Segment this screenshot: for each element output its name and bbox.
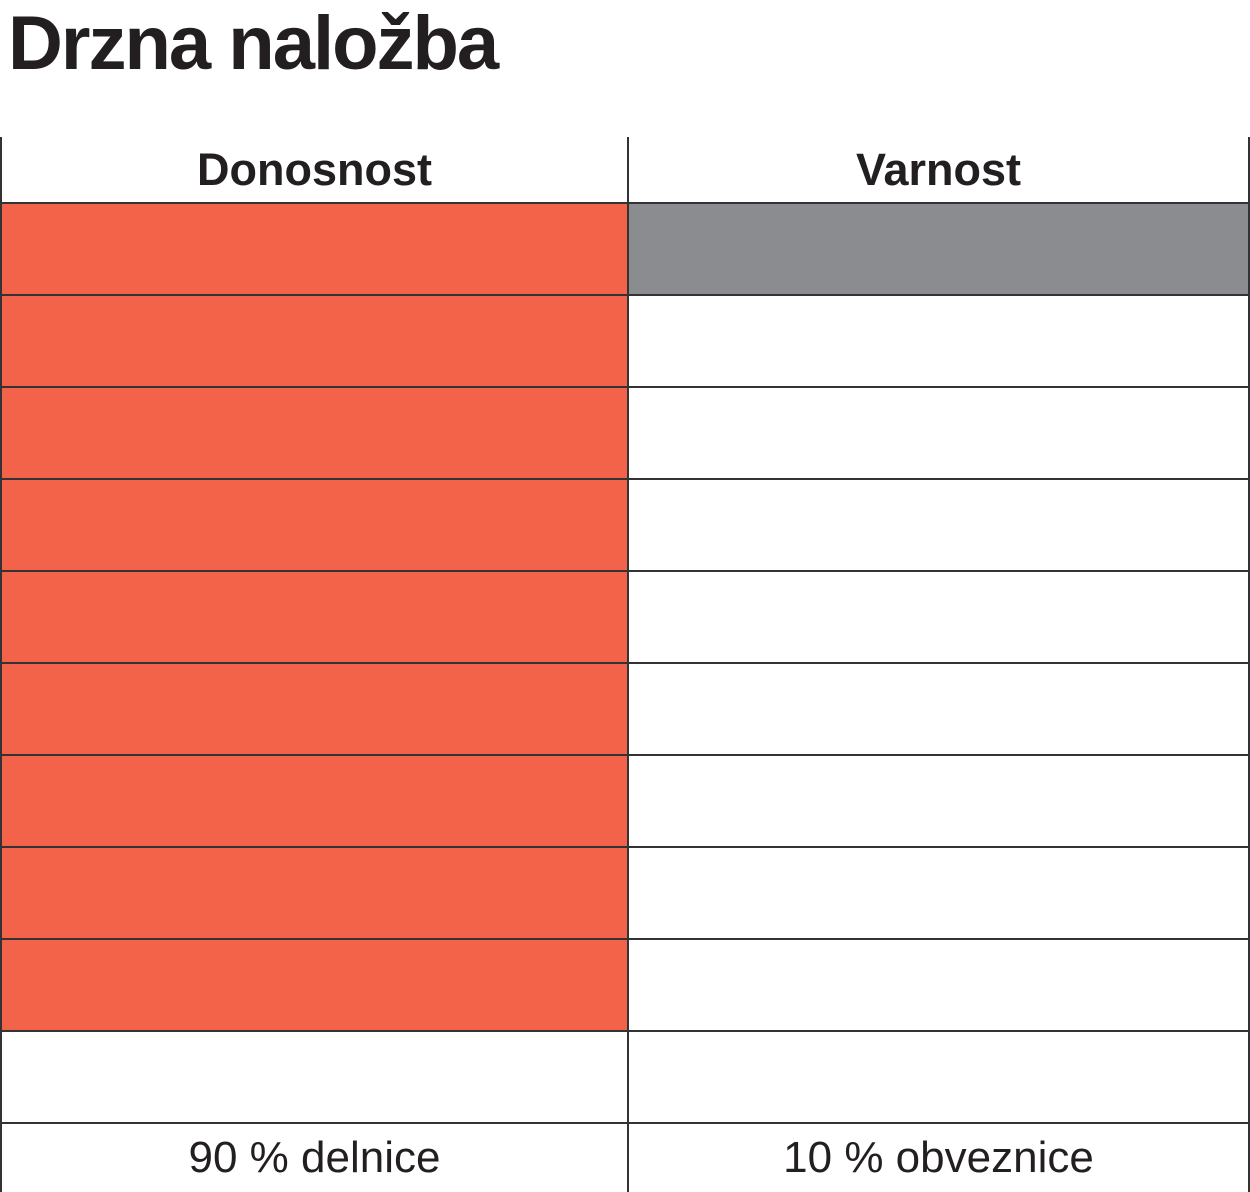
- varnost-empty-cell: [627, 480, 1248, 570]
- grid-row-3: [2, 386, 1248, 478]
- grid-body: [2, 202, 1248, 1122]
- table-header-row: Donosnost Varnost: [2, 137, 1248, 202]
- varnost-empty-cell: [627, 1032, 1248, 1122]
- varnost-empty-cell: [627, 296, 1248, 386]
- column-header-donosnost: Donosnost: [197, 143, 432, 195]
- varnost-empty-cell: [627, 940, 1248, 1030]
- donosnost-filled-cell: [2, 480, 627, 570]
- donosnost-empty-cell: [2, 1032, 627, 1122]
- donosnost-filled-cell: [2, 204, 627, 294]
- column-header-varnost: Varnost: [627, 137, 1248, 202]
- donosnost-filled-cell: [2, 664, 627, 754]
- varnost-empty-cell: [627, 848, 1248, 938]
- donosnost-filled-cell: [2, 296, 627, 386]
- grid-row-8: [2, 846, 1248, 938]
- allocation-table: Donosnost Varnost 90 % delnice 10 % obve…: [0, 137, 1250, 1192]
- grid-row-1: [2, 202, 1248, 294]
- grid-row-5: [2, 570, 1248, 662]
- grid-row-10: [2, 1030, 1248, 1122]
- donosnost-filled-cell: [2, 848, 627, 938]
- grid-row-4: [2, 478, 1248, 570]
- donosnost-filled-cell: [2, 756, 627, 846]
- table-footer-row: 90 % delnice 10 % obveznice: [2, 1122, 1248, 1192]
- donosnost-filled-cell: [2, 388, 627, 478]
- varnost-empty-cell: [627, 572, 1248, 662]
- varnost-empty-cell: [627, 664, 1248, 754]
- footer-label-obveznice: 10 % obveznice: [627, 1124, 1248, 1192]
- donosnost-filled-cell: [2, 940, 627, 1030]
- grid-row-7: [2, 754, 1248, 846]
- page-title: Drzna naložba: [8, 1, 499, 86]
- grid-row-6: [2, 662, 1248, 754]
- donosnost-filled-cell: [2, 572, 627, 662]
- varnost-empty-cell: [627, 756, 1248, 846]
- footer-label-delnice: 90 % delnice: [188, 1133, 441, 1182]
- varnost-filled-cell: [627, 204, 1248, 294]
- grid-row-2: [2, 294, 1248, 386]
- grid-row-9: [2, 938, 1248, 1030]
- varnost-empty-cell: [627, 388, 1248, 478]
